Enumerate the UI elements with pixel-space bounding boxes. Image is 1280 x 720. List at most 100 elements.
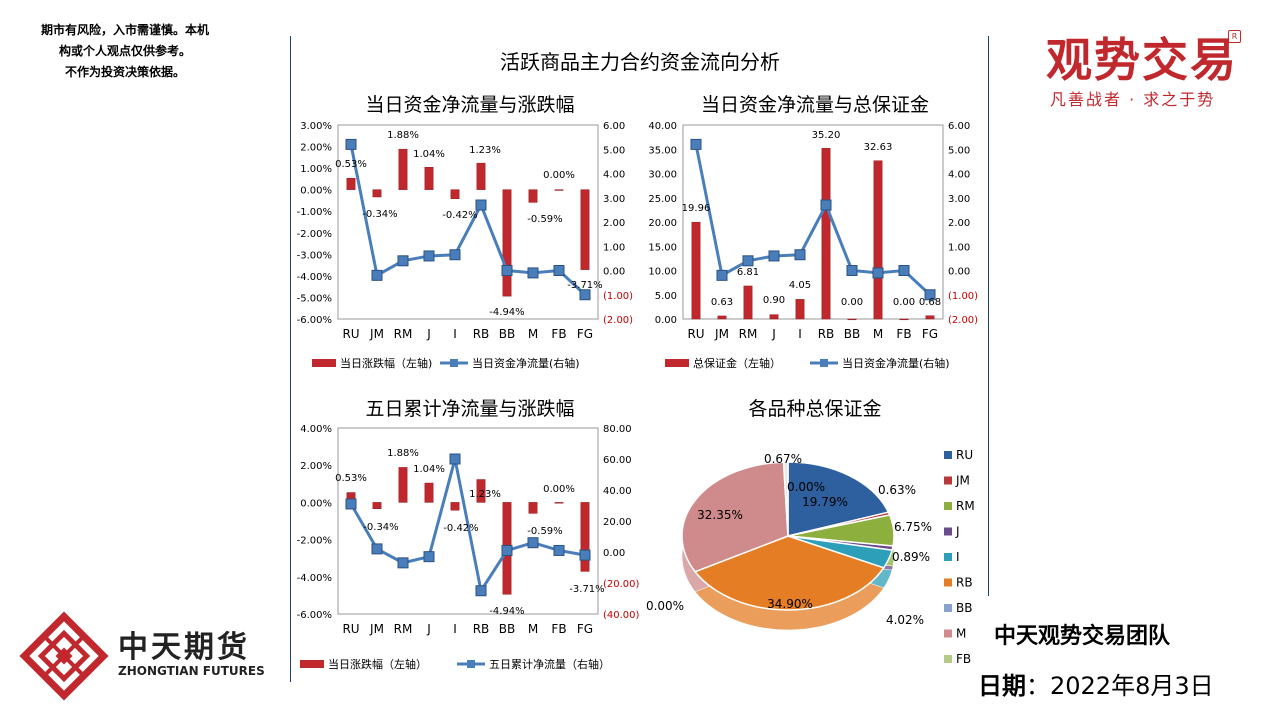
bar-FB — [899, 318, 909, 321]
legend-entry: 当日涨跌幅（左轴） — [328, 657, 427, 671]
disclaimer-line: 不作为投资决策依据。 — [64, 65, 185, 79]
line-point-RM — [742, 255, 754, 267]
legend-bar-swatch — [300, 660, 324, 668]
plot-area-1 — [682, 124, 944, 320]
bar-J — [424, 482, 434, 503]
category-label: I — [798, 327, 802, 341]
legend-entry: 当日涨跌幅（左轴) — [340, 356, 432, 370]
legend-entry: 总保证金（左轴） — [693, 356, 781, 370]
right-tick-label: 4.00 — [948, 170, 970, 181]
category-label: I — [453, 622, 457, 636]
right-tick-label: 0.00 — [948, 267, 970, 278]
line-point-M — [527, 267, 539, 279]
left-tick-label: -6.00% — [297, 610, 332, 621]
pie-slice-RB — [693, 535, 885, 611]
data-label: 19.96 — [682, 203, 711, 214]
right-tick-label: 3.00 — [948, 194, 970, 205]
line-point-FG — [579, 289, 591, 301]
bar-J — [424, 166, 434, 190]
left-tick-label: -3.00% — [297, 250, 332, 261]
line-point-I — [449, 249, 461, 261]
pie-slice-M — [681, 461, 789, 573]
line-point-FG — [924, 289, 936, 301]
bar-JM — [372, 189, 382, 198]
line-point-BB — [846, 265, 858, 276]
bar-FB — [554, 189, 564, 191]
series-line — [694, 144, 932, 296]
category-label: J — [771, 327, 776, 341]
pie-legend-swatch — [944, 553, 952, 561]
category-label: J — [426, 622, 431, 636]
right-tick-label: 40.00 — [603, 486, 632, 497]
disclaimer-line: 构或个人观点仅供参考。 — [58, 44, 191, 58]
bar-M — [528, 189, 538, 203]
brand-slogan: 凡善战者 · 求之于势 — [1050, 90, 1216, 109]
left-tick-label: 20.00 — [648, 218, 677, 229]
pie-legend-label: RU — [956, 448, 973, 462]
left-tick-label: 40.00 — [648, 121, 677, 132]
pie-label-J: 0.89% — [892, 550, 930, 564]
category-label: RU — [687, 327, 704, 341]
left-tick-label: -5.00% — [297, 293, 332, 304]
bar-FG — [925, 315, 935, 320]
legend-entry: 五日累计净流量（右轴） — [489, 657, 610, 671]
data-label: 4.05 — [789, 280, 811, 291]
data-label: 0.00% — [543, 170, 575, 181]
line-point-RB — [475, 585, 487, 597]
bar-FB — [554, 502, 564, 504]
right-divider — [988, 36, 989, 596]
right-tick-label: (2.00) — [948, 315, 978, 326]
left-tick-label: 0.00 — [655, 315, 677, 326]
line-point-RB — [820, 199, 832, 211]
date-label: 日期 — [978, 672, 1026, 700]
data-label: -4.94% — [489, 606, 524, 617]
left-tick-label: 0.00% — [300, 498, 332, 509]
left-tick-label: 2.00% — [300, 143, 332, 154]
bar-FG — [580, 189, 590, 270]
chart3-title: 五日累计净流量与涨跌幅 — [365, 398, 575, 420]
data-label: 0.68 — [919, 297, 941, 308]
left-tick-label: -4.00% — [297, 573, 332, 584]
data-label: 1.88% — [387, 130, 419, 141]
bar-M — [873, 160, 883, 320]
data-label: 35.20 — [812, 130, 841, 141]
bar-FG — [580, 502, 590, 572]
right-tick-label: 4.00 — [603, 170, 625, 181]
left-tick-label: 3.00% — [300, 121, 332, 132]
pie-label-JM: 0.63% — [878, 483, 916, 497]
date-separator: ： — [1026, 672, 1050, 700]
category-label: JM — [369, 622, 384, 636]
company-logo: 中天期货 ZHONGTIAN FUTURES — [19, 611, 280, 702]
brand-name: 观势交易 — [1046, 33, 1238, 87]
line-point-JM — [716, 269, 728, 281]
pie-legend-swatch — [944, 604, 952, 612]
pie-label-RB: 34.90% — [767, 597, 813, 611]
left-tick-label: 30.00 — [648, 170, 677, 181]
bar-RB — [476, 162, 486, 190]
category-label: FB — [896, 327, 911, 341]
pie-legend-swatch — [944, 502, 952, 510]
left-tick-label: 0.00% — [300, 186, 332, 197]
data-label: -0.42% — [443, 523, 478, 534]
right-tick-label: 80.00 — [603, 424, 632, 435]
line-point-RB — [475, 199, 487, 211]
pie-label-FG: 0.67% — [764, 452, 802, 466]
bar-RM — [398, 148, 408, 190]
pie-legend-swatch — [944, 578, 952, 587]
right-tick-label: 5.00 — [603, 145, 625, 156]
left-tick-label: -2.00% — [297, 229, 332, 240]
bar-BB — [847, 318, 857, 321]
bar-I — [450, 502, 460, 511]
line-point-FB — [553, 544, 565, 556]
line-point-FB — [898, 265, 910, 276]
series-line — [349, 144, 587, 296]
line-point-FB — [553, 265, 565, 276]
legend-entry: 当日资金净流量(右轴) — [472, 356, 580, 370]
page-title: 活跃商品主力合约资金流向分析 — [500, 50, 780, 74]
risk-disclaimer: 期市有风险，入市需谨慎。本机 构或个人观点仅供参考。 不作为投资决策依据。 — [20, 20, 230, 83]
left-tick-label: 10.00 — [648, 267, 677, 278]
left-tick-label: 2.00% — [300, 461, 332, 472]
line-point-FG — [579, 549, 591, 561]
pie-label-M: 32.35% — [697, 508, 743, 522]
category-label: J — [426, 327, 431, 341]
